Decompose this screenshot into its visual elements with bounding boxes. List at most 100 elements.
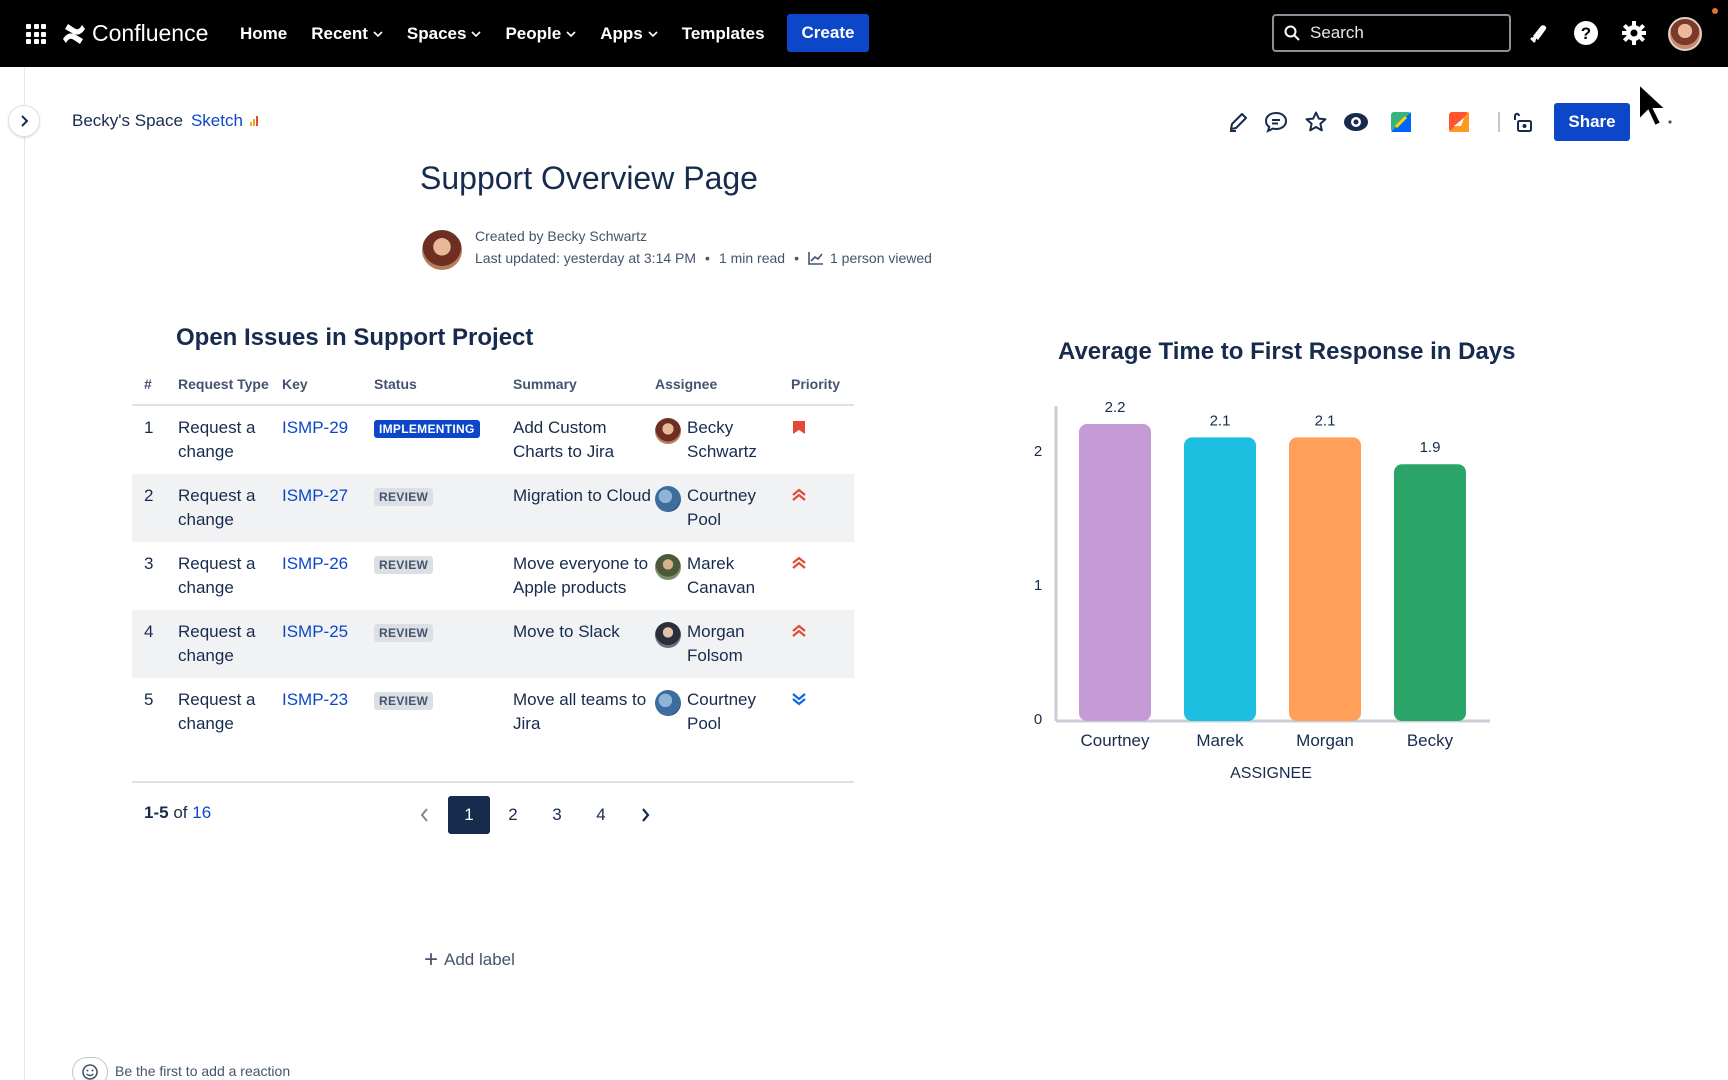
author-avatar[interactable] (422, 230, 462, 270)
nav-label: Spaces (406, 23, 467, 43)
emoji-icon (82, 1064, 98, 1080)
issue-summary: Move to Slack (513, 610, 655, 678)
bar-value-label: 2.2 (1105, 399, 1126, 416)
viewed-count[interactable]: 1 person viewed (830, 250, 932, 266)
column-header-summary[interactable]: Summary (513, 372, 655, 406)
previous-page-button[interactable] (404, 796, 446, 834)
search-icon (1284, 25, 1300, 41)
assignee-avatar (655, 622, 681, 648)
analytics-icon (249, 116, 258, 126)
nav-item-templates[interactable]: Templates (682, 24, 765, 44)
chart-title: Average Time to First Response in Days (1058, 338, 1516, 365)
meta-separator: • (705, 250, 710, 266)
column-header-status[interactable]: Status (374, 372, 513, 406)
page-button-1[interactable]: 1 (448, 796, 490, 834)
created-by[interactable]: Created by Becky Schwartz (475, 228, 647, 244)
issue-key-link[interactable]: ISMP-29 (282, 418, 349, 437)
request-type: Request a change (178, 474, 282, 542)
confluence-logo[interactable]: Confluence (62, 20, 208, 47)
column-header-priority[interactable]: Priority (791, 372, 854, 406)
column-header-type[interactable]: Request Type (178, 372, 282, 406)
pagination-total[interactable]: 16 (192, 803, 212, 822)
watch-icon[interactable] (1342, 108, 1370, 136)
priority-low-icon (792, 693, 806, 706)
issue-summary: Move all teams to Jira (513, 690, 647, 733)
table-row: 2 Request a change ISMP-27 REVIEW Migrat… (132, 474, 854, 542)
breadcrumb-page[interactable]: Sketch (190, 111, 243, 130)
assignee-name: Marek Canavan (687, 554, 756, 597)
page-button-3[interactable]: 3 (552, 805, 562, 824)
status-badge: REVIEW (374, 624, 434, 642)
nav-label: Templates (681, 23, 765, 43)
column-header-num[interactable]: # (132, 372, 178, 406)
row-number: 2 (132, 474, 178, 542)
page-title: Support Overview Page (420, 160, 758, 196)
bar-morgan (1289, 437, 1361, 721)
issue-key-link[interactable]: ISMP-27 (282, 486, 349, 505)
help-icon[interactable]: ? (1572, 19, 1600, 47)
priority-highest-icon (793, 421, 805, 434)
table-row: 4 Request a change ISMP-25 REVIEW Move t… (132, 610, 854, 678)
issue-summary: Add Custom Charts to Jira (513, 418, 615, 461)
pagination-count: 1-5 of 16 (144, 803, 211, 823)
table-row: 1 Request a change ISMP-29 IMPLEMENTING … (132, 405, 854, 474)
add-reaction-button[interactable] (72, 1057, 108, 1080)
reaction-prompt: Be the first to add a reaction (115, 1063, 291, 1079)
breadcrumb-space[interactable]: Becky's Space (72, 111, 183, 130)
column-header-assignee[interactable]: Assignee (655, 372, 791, 406)
settings-icon[interactable] (1620, 19, 1648, 47)
expand-sidebar-button[interactable] (8, 105, 40, 137)
issue-summary: Migration to Cloud (513, 474, 655, 542)
issue-summary: Move everyone to Apple products (513, 554, 649, 597)
app-switcher-icon[interactable] (26, 24, 46, 44)
y-tick-label: 0 (1034, 711, 1042, 728)
comment-icon[interactable] (1262, 108, 1290, 136)
column-header-key[interactable]: Key (282, 372, 374, 406)
chevron-down-icon (373, 30, 383, 37)
nav-item-recent[interactable]: Recent (311, 24, 383, 44)
create-button[interactable]: Create (787, 14, 869, 52)
issue-key-link[interactable]: ISMP-26 (282, 554, 349, 573)
issues-table-title: Open Issues in Support Project (176, 324, 534, 351)
priority-high-icon (792, 488, 806, 501)
profile-avatar[interactable] (1668, 17, 1702, 51)
next-page-button[interactable] (624, 796, 666, 834)
y-tick-label: 2 (1034, 443, 1042, 460)
notifications-icon[interactable] (1525, 19, 1553, 47)
last-updated[interactable]: Last updated: yesterday at 3:14 PM (475, 250, 697, 266)
issue-key-link[interactable]: ISMP-25 (282, 622, 349, 641)
nav-item-home[interactable]: Home (240, 24, 287, 44)
y-tick-label: 1 (1034, 577, 1042, 594)
add-label-text: Add label (444, 950, 515, 969)
edit-icon[interactable] (1224, 108, 1252, 136)
response-time-bar-chart: 0 1 2 2.2 Courtney 2.1 Marek 2.1 Morgan 1.9 Becky A… (1034, 399, 1490, 782)
page-button-2[interactable]: 2 (508, 805, 518, 824)
breadcrumb: Becky's Space Sketch (72, 111, 259, 131)
app-icon-green[interactable] (1387, 108, 1415, 136)
search-field[interactable] (1272, 14, 1511, 52)
assignee-avatar (655, 418, 681, 444)
nav-item-spaces[interactable]: Spaces (407, 24, 482, 44)
star-icon[interactable] (1302, 108, 1330, 136)
request-type: Request a change (178, 554, 256, 597)
nav-label: Home (240, 23, 288, 43)
priority-high-icon (792, 556, 806, 569)
app-icon-red[interactable] (1445, 108, 1473, 136)
restrictions-icon[interactable] (1509, 108, 1537, 136)
chevron-right-icon (642, 808, 650, 822)
x-tick-label: Courtney (1081, 731, 1150, 750)
nav-item-apps[interactable]: Apps (600, 24, 658, 44)
request-type: Request a change (178, 418, 256, 461)
x-axis-label: ASSIGNEE (1230, 765, 1312, 782)
request-type: Request a change (178, 610, 282, 678)
page-button-4[interactable]: 4 (596, 805, 606, 824)
nav-item-people[interactable]: People (505, 24, 576, 44)
share-button[interactable]: Share (1554, 103, 1630, 141)
search-input[interactable] (1310, 23, 1500, 43)
chevron-left-icon (420, 808, 428, 822)
issue-key-link[interactable]: ISMP-23 (282, 690, 349, 709)
bar-value-label: 2.1 (1315, 412, 1336, 429)
add-label-button[interactable]: + Add label (424, 946, 515, 974)
table-bottom-border (132, 781, 854, 783)
read-time: 1 min read (718, 250, 786, 266)
